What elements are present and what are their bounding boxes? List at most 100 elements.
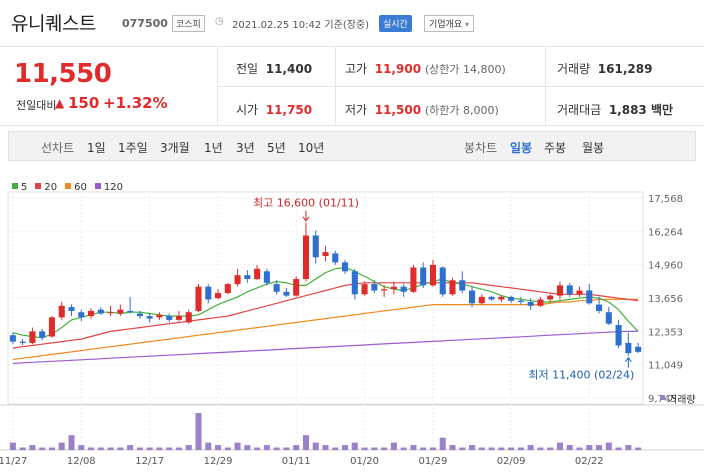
candle-body xyxy=(381,289,388,291)
volume-bar xyxy=(351,442,358,450)
x-tick-label: 02/22 xyxy=(575,456,604,467)
stat-label: 거래대금 xyxy=(557,103,602,117)
stat-label: 거래량 xyxy=(557,62,591,76)
period-3y[interactable]: 3년 xyxy=(236,141,255,155)
volume-bar xyxy=(400,447,407,450)
candle-body xyxy=(273,284,280,292)
lower-limit: (하한가 8,000) xyxy=(424,104,499,117)
volume-bar xyxy=(371,447,378,450)
candle-body xyxy=(556,285,563,296)
candle-body xyxy=(488,296,495,300)
y-tick-label: 13,656 xyxy=(648,294,683,305)
candle-body xyxy=(400,286,407,292)
legend-label: 120 xyxy=(103,182,123,193)
volume-bar xyxy=(283,447,290,450)
realtime-button[interactable]: 실시간 xyxy=(379,15,412,32)
ma60-line xyxy=(12,298,639,361)
divider xyxy=(218,86,704,87)
candle-body xyxy=(39,331,46,338)
volume-bar xyxy=(488,447,495,450)
stat-value: 11,400 xyxy=(265,62,313,76)
candle-body xyxy=(58,305,65,318)
volume-bar xyxy=(205,442,212,450)
candle-body xyxy=(498,296,505,300)
volume-bar xyxy=(469,445,476,450)
candle-monthly[interactable]: 월봉 xyxy=(582,141,605,155)
volume-bar xyxy=(244,445,251,450)
period-1w[interactable]: 1주일 xyxy=(118,141,148,155)
y-tick-label: 11,049 xyxy=(648,361,683,372)
volume-bar xyxy=(556,442,563,450)
y-tick-label: 16,264 xyxy=(648,227,683,238)
volume-bar xyxy=(381,447,388,450)
volume-bar xyxy=(527,445,534,450)
candle-body xyxy=(97,309,104,314)
candle-body xyxy=(342,262,349,272)
candle-body xyxy=(576,290,583,295)
candle-body xyxy=(547,295,554,300)
legend-swatch xyxy=(94,183,101,189)
period-5y[interactable]: 5년 xyxy=(267,141,286,155)
volume-bar xyxy=(9,442,16,450)
change-value: 150 xyxy=(68,94,100,112)
volume-bar xyxy=(273,447,280,450)
candle-body xyxy=(29,331,36,343)
volume-bar xyxy=(322,445,329,450)
period-1y[interactable]: 1년 xyxy=(204,141,223,155)
upper-limit: (상한가 14,800) xyxy=(424,63,506,76)
volume-bar xyxy=(420,447,427,450)
stat-value: 11,750 xyxy=(265,103,313,117)
volume-bar xyxy=(185,445,192,450)
candle-body xyxy=(351,271,358,295)
period-10y[interactable]: 10년 xyxy=(298,141,325,155)
candle-body xyxy=(224,284,231,294)
volume-bar xyxy=(146,447,153,450)
volume-bar xyxy=(439,437,446,450)
candle-body xyxy=(478,296,485,304)
period-1d[interactable]: 1일 xyxy=(87,141,106,155)
candle-body xyxy=(302,235,309,279)
stat-label: 전일 xyxy=(236,62,259,76)
candle-body xyxy=(293,278,300,296)
candle-body xyxy=(254,268,261,279)
company-info-label: 기업개요 xyxy=(429,20,463,30)
x-tick-label: 01/20 xyxy=(350,456,379,467)
candle-body xyxy=(205,286,212,300)
period-3m[interactable]: 3개월 xyxy=(160,141,190,155)
stat-value: 11,500 xyxy=(374,103,422,117)
candle-body xyxy=(537,299,544,306)
x-tick-label: 12/29 xyxy=(204,456,233,467)
volume-bar xyxy=(342,445,349,450)
legend-swatch xyxy=(35,183,42,189)
ma5-line xyxy=(12,266,639,339)
stat-amount: 거래대금 1,883 백만 xyxy=(557,101,673,118)
company-info-dropdown[interactable]: 기업개요 ▾ xyxy=(424,15,475,32)
candle-body xyxy=(283,291,290,296)
candle-weekly[interactable]: 주봉 xyxy=(544,141,567,155)
candle-body xyxy=(586,290,593,304)
volume-bar xyxy=(615,447,622,450)
volume-bar xyxy=(19,447,26,450)
timestamp: 2021.02.25 10:42 기준(장중) xyxy=(232,20,370,31)
volume-bar xyxy=(293,445,300,450)
x-tick-label: 02/09 xyxy=(497,456,526,467)
candle-body xyxy=(78,312,85,318)
y-tick-label: 12,353 xyxy=(648,327,683,338)
candle-body xyxy=(371,284,378,291)
stat-high: 고가 11,900 (상한가 14,800) xyxy=(345,60,506,77)
low-arrow-head xyxy=(624,356,632,362)
candle-body xyxy=(566,285,573,295)
stat-prev-close: 전일 11,400 xyxy=(236,60,312,77)
candle-body xyxy=(390,286,397,290)
candle-body xyxy=(146,316,153,319)
candle-chart-label: 봉차트 xyxy=(464,141,498,155)
candle-body xyxy=(48,317,55,337)
volume-bar xyxy=(429,447,436,450)
volume-bar xyxy=(127,445,134,450)
volume-bar xyxy=(625,445,632,450)
stat-value: 1,883 백만 xyxy=(608,103,674,117)
candle-daily[interactable]: 일봉 xyxy=(510,141,533,155)
candle-body xyxy=(312,235,319,258)
legend-label: 60 xyxy=(74,182,87,193)
candle-body xyxy=(332,253,339,263)
